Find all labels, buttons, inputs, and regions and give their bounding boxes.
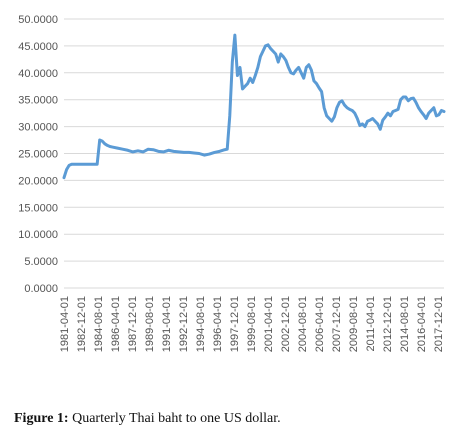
series-line [62, 33, 446, 180]
x-axis-ticks: 1981-04-01 1982-12-01 1984-08-01 1986-04-01… [59, 296, 445, 352]
x-tick-label: 1991-04-01 [161, 296, 173, 352]
y-tick-label: 30.0000 [18, 122, 58, 134]
line-chart: 0.0000 5.0000 10.0000 15.0000 20.0000 25.0000… [18, 14, 446, 352]
caption-label: Figure 1: [14, 411, 69, 426]
x-tick-label: 1981-04-01 [59, 296, 71, 352]
y-tick-label: 10.0000 [18, 229, 58, 241]
caption-text: Quarterly Thai baht to one US dollar. [72, 411, 281, 426]
x-tick-label: 2017-12-01 [433, 296, 445, 352]
x-tick-label: 1997-12-01 [229, 296, 241, 352]
x-tick-label: 1994-08-01 [195, 296, 207, 352]
figure-caption: Figure 1: Quarterly Thai baht to one US … [14, 411, 281, 427]
x-tick-label: 1989-08-01 [144, 296, 156, 352]
x-tick-label: 2014-08-01 [399, 296, 411, 352]
x-tick-label: 2016-04-01 [416, 296, 428, 352]
y-tick-label: 25.0000 [18, 149, 58, 161]
x-tick-label: 1992-12-01 [178, 296, 190, 352]
x-tick-label: 1987-12-01 [127, 296, 139, 352]
y-tick-label: 15.0000 [18, 202, 58, 214]
y-tick-label: 35.0000 [18, 95, 58, 107]
x-tick-label: 1999-08-01 [246, 296, 258, 352]
gridlines [64, 18, 444, 289]
y-tick-label: 0.0000 [24, 283, 58, 295]
y-tick-label: 5.0000 [24, 256, 58, 268]
y-tick-label: 45.0000 [18, 41, 58, 53]
y-tick-label: 20.0000 [18, 175, 58, 187]
y-tick-label: 50.0000 [18, 14, 58, 26]
x-tick-label: 1996-04-01 [212, 296, 224, 352]
y-tick-label: 40.0000 [18, 68, 58, 80]
x-tick-label: 2002-12-01 [280, 296, 292, 352]
x-tick-label: 2001-04-01 [263, 296, 275, 352]
x-tick-label: 1982-12-01 [76, 296, 88, 352]
x-tick-label: 1984-08-01 [93, 296, 105, 352]
x-tick-label: 2007-12-01 [331, 296, 343, 352]
x-tick-label: 1986-04-01 [110, 296, 122, 352]
x-tick-label: 2009-08-01 [348, 296, 360, 352]
x-tick-label: 2006-04-01 [314, 296, 326, 352]
x-tick-label: 2004-08-01 [297, 296, 309, 352]
x-tick-label: 2012-12-01 [382, 296, 394, 352]
x-tick-label: 2011-04-01 [365, 296, 377, 351]
y-axis-ticks: 0.0000 5.0000 10.0000 15.0000 20.0000 25.0000… [18, 14, 58, 295]
